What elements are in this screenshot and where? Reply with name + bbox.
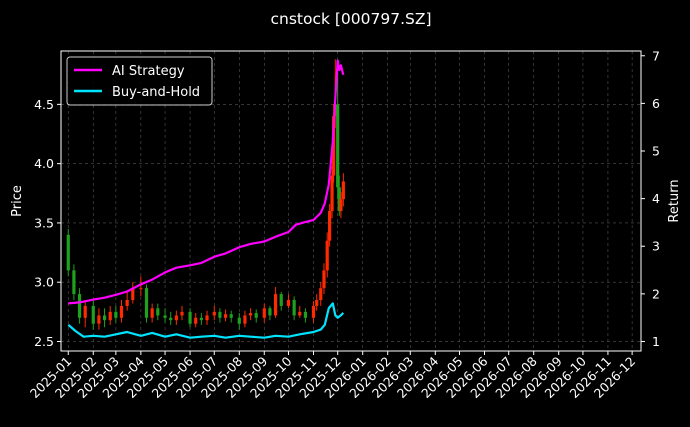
- candle-body: [328, 211, 332, 241]
- candle-body: [243, 315, 247, 324]
- candle-body: [188, 311, 192, 324]
- candle-body: [292, 300, 296, 316]
- chart-title: cnstock [000797.SZ]: [270, 10, 431, 28]
- candle-body: [119, 305, 124, 318]
- candle-body: [194, 317, 198, 324]
- candle-body: [205, 315, 209, 321]
- candle-body: [144, 288, 149, 318]
- left-y-axis-title: Price: [10, 185, 25, 217]
- candle-body: [248, 313, 253, 316]
- right-y-axis-title: Return: [667, 179, 682, 222]
- candle-body: [237, 317, 241, 324]
- candle-body: [180, 311, 184, 316]
- right-y-axis: 1 2 3 4 5 6 7: [641, 48, 660, 349]
- candle-body: [262, 308, 266, 318]
- candle-body: [322, 270, 326, 289]
- candle-body: [339, 199, 343, 212]
- candle-body: [199, 317, 203, 321]
- right-y-tick-label: 4: [652, 191, 660, 206]
- candle-body: [336, 104, 340, 188]
- left-y-tick-label: 4.5: [34, 97, 54, 112]
- candle-body: [114, 311, 118, 318]
- candle-body: [279, 294, 283, 306]
- candle-body: [108, 311, 112, 321]
- candle-body: [156, 308, 160, 316]
- legend-label-buy-and-hold: Buy-and-Hold: [112, 85, 200, 100]
- candle-body: [303, 311, 308, 318]
- line-series: [67, 59, 345, 339]
- candle-body: [273, 294, 278, 316]
- candle-body: [298, 311, 302, 316]
- right-y-tick-label: 3: [652, 239, 660, 254]
- ai-strategy-line: [68, 59, 345, 305]
- legend-box: [66, 56, 213, 106]
- candle-body: [315, 300, 319, 306]
- candle-body: [337, 187, 341, 212]
- candle-body: [325, 240, 329, 271]
- left-y-tick-label: 2.5: [34, 334, 54, 349]
- candle-body: [150, 308, 154, 318]
- candle-body: [125, 300, 129, 306]
- plot-area-frame: [60, 50, 642, 352]
- left-y-tick-label: 4.0: [34, 156, 54, 171]
- candle-body: [72, 270, 76, 295]
- candle-body: [83, 305, 87, 318]
- candle-body: [330, 175, 334, 212]
- right-y-tick-label: 6: [652, 96, 660, 111]
- candle-body: [163, 315, 167, 318]
- candle-body: [341, 181, 345, 200]
- right-y-tick-label: 5: [652, 144, 660, 159]
- legend: AI Strategy Buy-and-Hold: [66, 56, 213, 106]
- candle-body: [218, 311, 222, 318]
- candle-body: [223, 314, 228, 318]
- candle-body: [319, 288, 323, 301]
- candle-body: [139, 288, 143, 290]
- left-y-tick-label: 3.5: [34, 215, 54, 230]
- candle-body: [131, 288, 135, 301]
- right-y-tick-label: 1: [652, 334, 660, 349]
- candle-body: [212, 311, 216, 316]
- left-y-axis: 2.5 3.0 3.5 4.0 4.5: [34, 97, 61, 349]
- candle-body: [229, 314, 233, 318]
- candle-body: [174, 315, 178, 321]
- right-y-tick-label: 2: [652, 286, 660, 301]
- legend-label-ai-strategy: AI Strategy: [112, 64, 185, 79]
- candle-body: [77, 294, 82, 318]
- candle-body: [169, 317, 173, 321]
- candle-body: [102, 315, 107, 321]
- buy-and-hold-line: [67, 302, 345, 339]
- candle-body: [286, 300, 291, 306]
- candle-body: [332, 116, 336, 176]
- candle-body: [97, 315, 101, 324]
- candle-body: [91, 305, 95, 324]
- candle-body: [254, 313, 258, 318]
- candle-body: [66, 234, 70, 271]
- candle-body: [268, 308, 272, 316]
- candle-body: [311, 305, 316, 318]
- left-y-tick-label: 3.0: [34, 275, 54, 290]
- right-y-tick-label: 7: [652, 48, 660, 63]
